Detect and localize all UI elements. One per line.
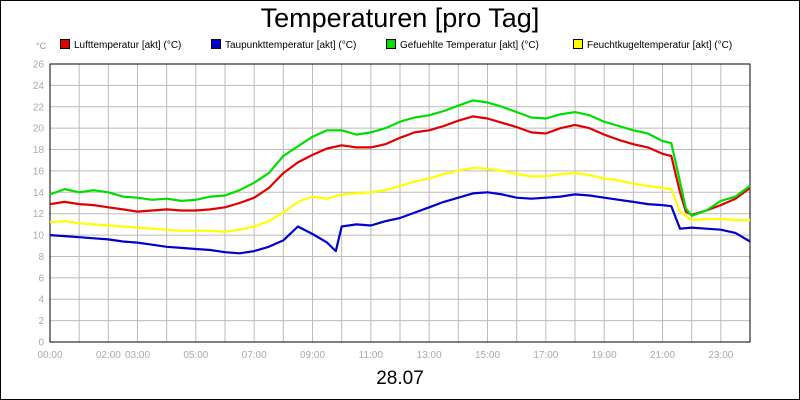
y-unit-label: °C xyxy=(36,41,47,51)
y-tick-label: 16 xyxy=(33,166,45,177)
y-tick-label: 4 xyxy=(38,295,44,306)
x-tick-label: 15:00 xyxy=(475,350,500,361)
y-tick-label: 22 xyxy=(33,102,45,113)
x-tick-label: 03:00 xyxy=(125,350,150,361)
y-tick-label: 10 xyxy=(33,231,45,242)
y-tick-label: 6 xyxy=(38,273,44,284)
legend-label: Gefuehlte Temperatur [akt] (°C) xyxy=(400,40,539,51)
legend-swatch xyxy=(573,39,583,49)
series-line-feuchtkugeltemperatur xyxy=(49,166,750,233)
x-tick-label: 07:00 xyxy=(242,350,267,361)
x-tick-label: 11:00 xyxy=(359,350,384,361)
y-tick-label: 0 xyxy=(38,338,44,349)
x-tick-label: 17:00 xyxy=(533,350,558,361)
y-tick-label: 8 xyxy=(38,252,44,263)
x-tick-label: 13:00 xyxy=(417,350,442,361)
legend-swatch xyxy=(211,39,221,49)
legend-label: Taupunkttemperatur [akt] (°C) xyxy=(225,40,357,51)
legend-label: Feuchtkugeltemperatur [akt] (°C) xyxy=(587,40,733,51)
legend-item-taupunkttemperatur: Taupunkttemperatur [akt] (°C) xyxy=(211,39,356,51)
x-tick-label: 02:00 xyxy=(96,350,121,361)
y-tick-label: 12 xyxy=(33,209,45,220)
series-line-gefuehlte xyxy=(49,99,751,217)
legend-label: Lufttemperatur [akt] (°C) xyxy=(74,40,182,51)
legend-item-gefuehlte-temperatur: Gefuehlte Temperatur [akt] (°C) xyxy=(386,39,539,51)
y-tick-label: 2 xyxy=(38,316,44,327)
y-tick-label: 20 xyxy=(33,124,45,135)
y-tick-label: 26 xyxy=(33,60,45,71)
y-tick-label: 18 xyxy=(33,145,45,156)
x-tick-label: 09:00 xyxy=(300,350,325,361)
y-tick-label: 24 xyxy=(33,81,45,92)
legend-swatch xyxy=(60,39,70,49)
series-line-taupunkttemperatur xyxy=(49,191,751,255)
legend-item-feuchtkugeltemperatur: Feuchtkugeltemperatur [akt] (°C) xyxy=(573,39,732,51)
legend-swatch xyxy=(386,39,396,49)
chart-title: Temperaturen [pro Tag] xyxy=(260,3,540,33)
series-line-lufttemperatur xyxy=(49,115,751,216)
y-tick-label: 14 xyxy=(33,188,45,199)
x-tick-label: 21:00 xyxy=(650,350,675,361)
x-tick-label: 05:00 xyxy=(183,350,208,361)
x-tick-label: 00:00 xyxy=(37,350,62,361)
x-tick-label: 23:00 xyxy=(708,350,733,361)
x-tick-label: 19:00 xyxy=(592,350,617,361)
legend-item-lufttemperatur: Lufttemperatur [akt] (°C) xyxy=(60,39,181,51)
x-axis-date-label: 28.07 xyxy=(376,368,424,389)
